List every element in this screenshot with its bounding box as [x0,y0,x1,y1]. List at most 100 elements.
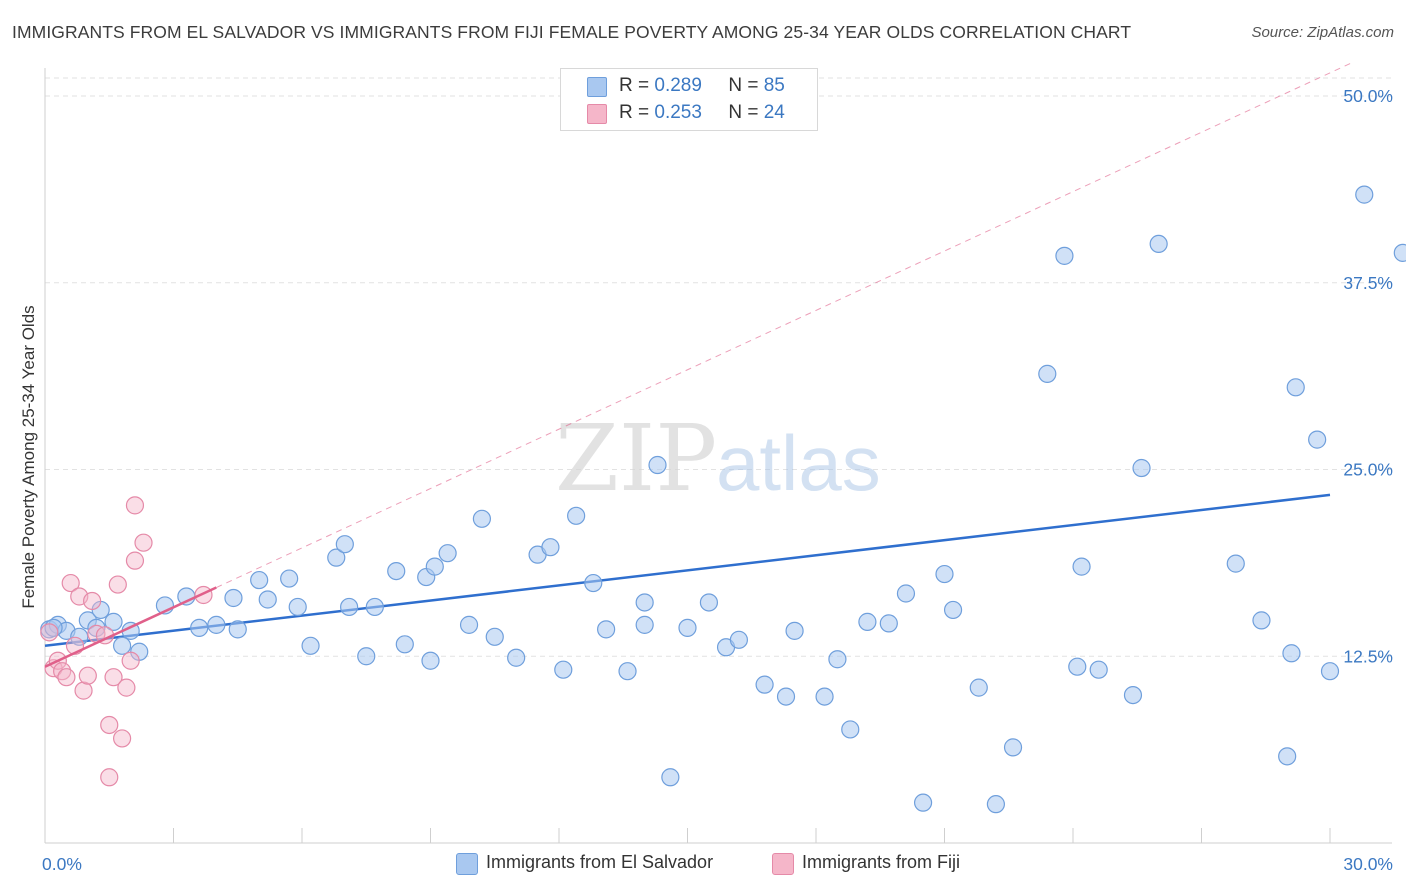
correlation-legend: R = 0.289 N = 85 R = 0.253 N = 24 [560,68,818,131]
legend-r-value-el-salvador: 0.289 [654,75,702,96]
point-el-salvador [661,768,680,787]
point-el-salvador [1068,657,1087,676]
point-el-salvador [1355,185,1374,204]
trend-line-fiji [44,586,217,668]
point-fiji [108,575,127,594]
point-el-salvador [648,455,667,475]
point-el-salvador [421,651,440,670]
point-el-salvador [1226,554,1245,573]
bottom-legend-swatch-fiji [772,853,794,875]
trend-line-el-salvador [44,493,1331,648]
y-tick-label: 37.5% [1343,273,1393,293]
point-el-salvador [327,548,346,567]
y-tick-label: 25.0% [1343,460,1393,480]
point-el-salvador [438,544,457,563]
data-points [40,185,1406,814]
grid-lines [45,77,1392,657]
point-el-salvador [395,635,414,654]
bottom-legend-swatch-el-salvador [456,853,478,875]
y-axis-label: Female Poverty Among 25-34 Year Olds [19,305,38,608]
point-el-salvador [1132,458,1151,478]
point-el-salvador [258,590,277,609]
point-el-salvador [228,620,247,639]
y-tick-label: 50.0% [1343,86,1393,106]
point-fiji [112,729,132,748]
watermark: ZIP atlas [555,405,881,512]
point-fiji [104,668,123,687]
tick-labels: 12.5% 25.0% 37.5% 50.0% 0.0% 30.0% [42,86,1393,874]
point-fiji [121,651,140,670]
point-el-salvador [896,584,916,603]
point-el-salvador [785,621,804,640]
point-fiji [83,591,102,611]
point-el-salvador [1149,234,1168,254]
point-el-salvador [597,620,616,639]
legend-r-value-fiji: 0.253 [654,102,702,123]
x-tick-label: 0.0% [42,854,82,874]
point-el-salvador [678,618,697,637]
point-el-salvador [879,614,898,633]
point-el-salvador [425,557,444,576]
point-el-salvador [507,648,526,667]
point-el-salvador [1089,660,1108,679]
point-el-salvador [1286,378,1305,397]
point-el-salvador [729,630,749,649]
point-el-salvador [755,675,774,694]
point-el-salvador [1282,644,1301,663]
point-el-salvador [776,687,796,706]
point-el-salvador [301,636,320,655]
legend-r-label: R = [619,102,650,123]
point-el-salvador [635,593,654,612]
point-el-salvador [1055,246,1074,265]
bottom-legend-label-fiji: Immigrants from Fiji [802,852,961,872]
point-el-salvador [618,662,637,681]
point-el-salvador [815,687,834,706]
point-el-salvador [250,570,269,590]
point-el-salvador [340,597,359,617]
point-el-salvador [112,636,132,655]
point-el-salvador [459,615,479,634]
point-fiji [125,551,145,570]
point-el-salvador [70,627,89,646]
point-el-salvador [190,618,209,637]
legend-n-value-el-salvador: 85 [763,75,785,96]
legend-r-label: R = [619,75,650,96]
bottom-legend-label-el-salvador: Immigrants from El Salvador [486,852,714,872]
point-el-salvador [485,627,504,646]
watermark-atlas: atlas [716,419,881,507]
legend-n-label: N = [728,102,759,123]
point-el-salvador [1252,611,1271,630]
point-el-salvador [335,535,354,554]
point-el-salvador [541,538,560,557]
point-el-salvador [986,795,1006,814]
point-el-salvador [841,720,860,739]
point-fiji [100,715,119,735]
point-el-salvador [1308,430,1327,449]
x-tick-label: 30.0% [1343,854,1393,874]
point-el-salvador [104,612,123,631]
point-fiji [40,623,59,642]
point-el-salvador [969,678,988,697]
point-el-salvador [699,593,719,612]
point-el-salvador [635,615,654,634]
point-el-salvador [858,612,877,631]
point-fiji [61,573,80,593]
y-tick-label: 12.5% [1343,646,1393,666]
legend-swatch-el-salvador [587,77,607,97]
trend-lines [44,62,1352,648]
point-el-salvador [1003,738,1023,757]
point-fiji [100,768,119,787]
source-label: Source: ZipAtlas.com [1251,24,1394,41]
point-el-salvador [472,509,491,528]
point-el-salvador [828,650,847,669]
point-el-salvador [1123,685,1143,705]
point-el-salvador [207,615,226,634]
point-el-salvador [280,569,299,588]
point-el-salvador [288,597,307,617]
point-el-salvador [584,573,603,593]
point-el-salvador [1278,747,1297,766]
point-el-salvador [943,600,963,620]
point-fiji [117,678,136,697]
point-el-salvador [365,597,384,617]
